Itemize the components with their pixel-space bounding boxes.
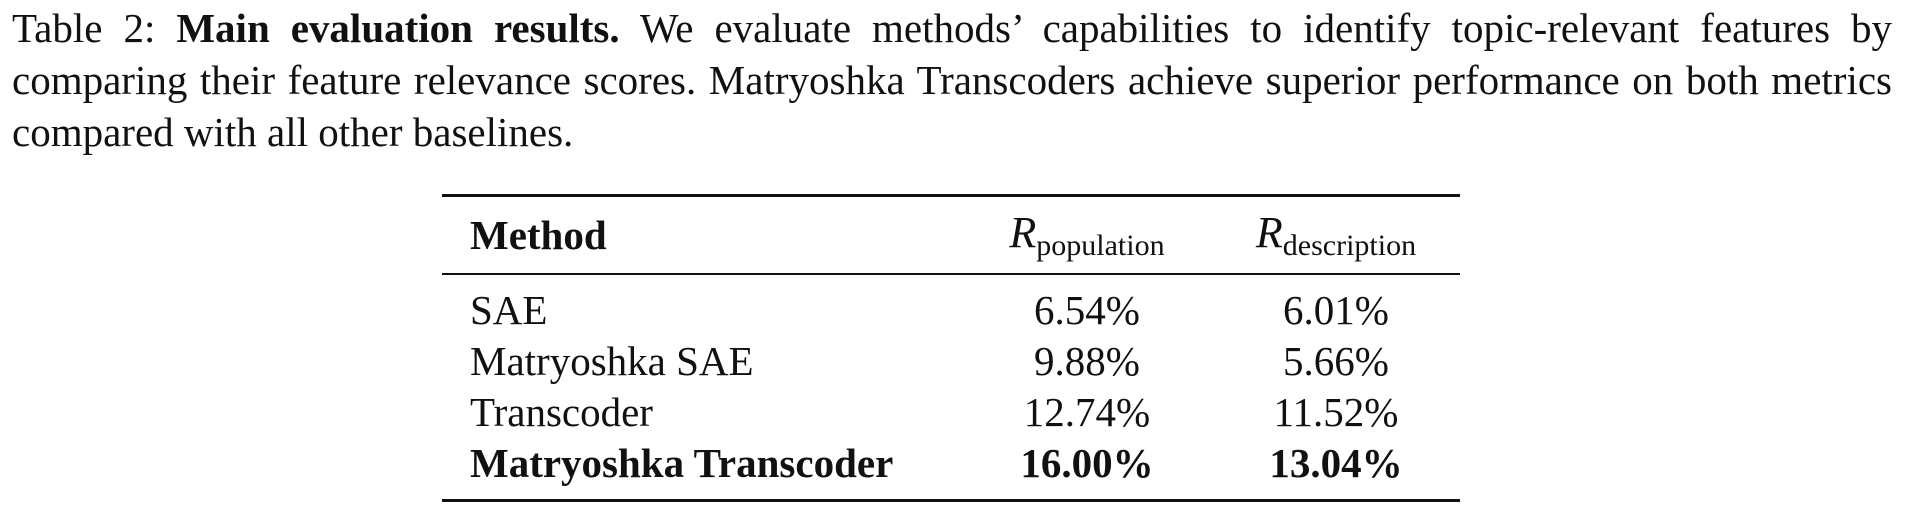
header-symbol: R (1009, 208, 1037, 257)
method-cell: Matryoshka Transcoder (470, 440, 894, 486)
table-body: SAE 6.54% 6.01% Matryoshka SAE 9.88% 5.66% Tra… (442, 274, 1460, 501)
caption-text: We evaluate methods’ capabilities to ide… (12, 5, 1893, 155)
score-cell: 6.54% (1034, 287, 1140, 333)
header-symbol: R (1255, 208, 1283, 257)
table-row: Transcoder 12.74% 11.52% (442, 387, 1460, 438)
header-cell: Method (470, 212, 607, 258)
score-cell: 9.88% (1034, 338, 1140, 384)
table-row: Matryoshka SAE 9.88% 5.66% (442, 336, 1460, 387)
score-cell: 11.52% (1273, 389, 1399, 435)
score-cell: 12.74% (1023, 389, 1151, 435)
score-cell: 5.66% (1283, 338, 1389, 384)
score-cell: 16.00% (1020, 440, 1154, 486)
header-subscript: description (1282, 229, 1417, 262)
caption-title: Main evaluation results. (176, 5, 620, 51)
table-row: Matryoshka Transcoder 16.00% 13.04% (442, 438, 1460, 501)
table-row: SAE 6.54% 6.01% (442, 274, 1460, 336)
header-subscript: population (1036, 229, 1165, 262)
score-cell: 6.01% (1283, 287, 1389, 333)
header-row: Method Rpopulation Rdescription (442, 195, 1460, 275)
header-cell: Rdescription (1212, 196, 1460, 275)
results-table: Method Rpopulation Rdescription SAE 6.54%… (442, 194, 1460, 502)
caption-label: Table 2: (12, 5, 156, 51)
method-cell: Matryoshka SAE (470, 338, 754, 384)
score-cell: 13.04% (1269, 440, 1403, 486)
header-cell: Rpopulation (962, 196, 1212, 275)
method-cell: Transcoder (470, 389, 653, 435)
caption: Table 2: Main evaluation results. We eva… (12, 2, 1892, 158)
method-cell: SAE (470, 287, 548, 333)
